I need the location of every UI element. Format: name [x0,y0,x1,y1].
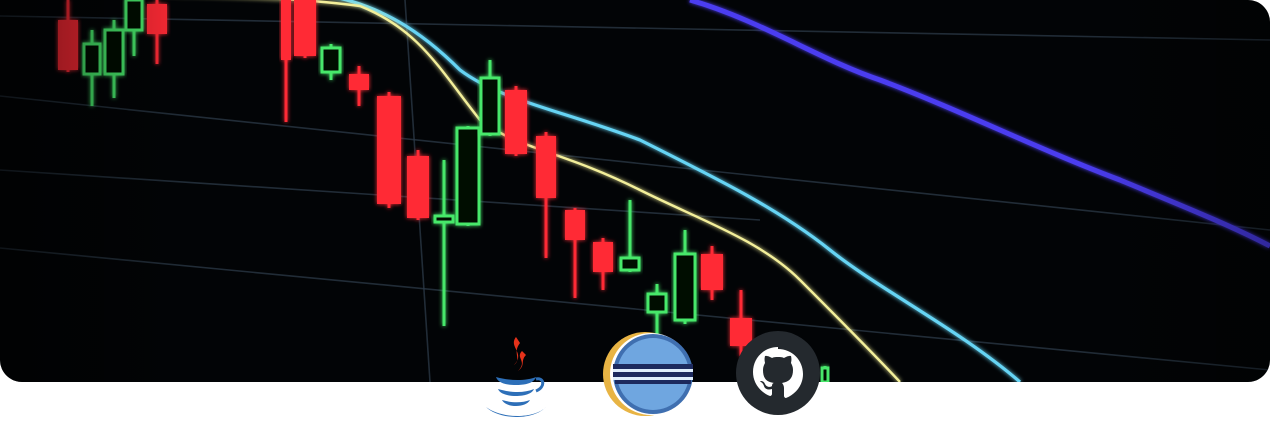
github-icon [736,331,820,415]
candlestick-chart-image [0,0,1270,382]
eclipse-icon [603,332,693,416]
java-icon [486,337,546,417]
vignette-overlay [0,0,1270,382]
stock-chart-banner [0,0,1270,382]
